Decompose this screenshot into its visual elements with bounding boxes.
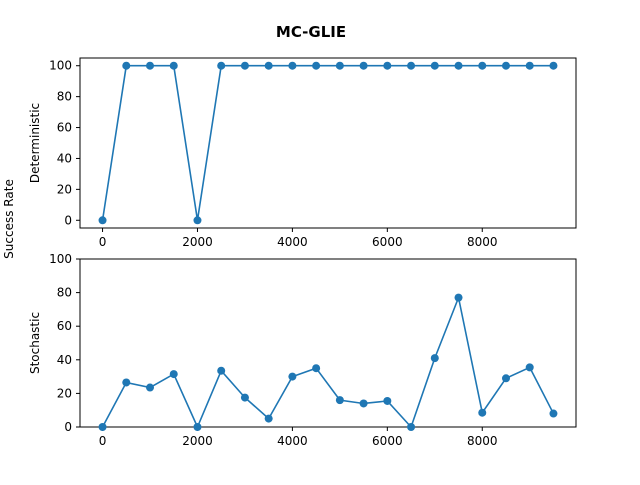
deterministic-data-point <box>454 61 463 70</box>
stochastic-data-point <box>501 374 510 383</box>
chart-title: MC-GLIE <box>276 23 346 41</box>
stochastic-data-point <box>217 366 226 375</box>
stochastic-data-point <box>169 370 178 379</box>
stochastic-data-point <box>549 409 558 418</box>
deterministic-y-tick-label: 40 <box>57 151 72 165</box>
deterministic-data-point <box>478 61 487 70</box>
stochastic-axes-frame <box>79 258 577 428</box>
stochastic-y-tick-label: 20 <box>57 386 72 400</box>
stochastic-y-tick-label: 0 <box>64 420 72 434</box>
deterministic-data-point <box>407 61 416 70</box>
deterministic-axes-frame <box>79 57 577 229</box>
deterministic-data-point <box>288 61 297 70</box>
stochastic-series-line <box>101 294 555 430</box>
deterministic-data-point <box>217 61 226 70</box>
deterministic-y-tick-label: 60 <box>57 121 72 135</box>
stochastic-data-point <box>193 423 202 431</box>
stochastic-y-tick-label: 80 <box>57 286 72 300</box>
deterministic-data-point <box>122 61 131 70</box>
stochastic-y-tick-label: 40 <box>57 353 72 367</box>
deterministic-data-point <box>359 61 368 70</box>
deterministic-x-tick-label: 4000 <box>277 235 308 249</box>
subplot-deterministic: 0 2000 4000 6000 8000 0 20 40 60 80 100 Determinist… <box>28 57 577 249</box>
deterministic-data-point <box>98 216 107 225</box>
stochastic-data-point <box>454 293 463 302</box>
deterministic-data-point <box>312 61 321 70</box>
deterministic-data-point <box>549 61 558 70</box>
stochastic-y-axis-label: Stochastic <box>28 312 42 374</box>
stochastic-data-point <box>312 364 321 373</box>
stochastic-data-point <box>430 354 439 363</box>
stochastic-x-tick-label: 6000 <box>372 434 403 448</box>
stochastic-y-tick-label: 60 <box>57 319 72 333</box>
stochastic-data-point <box>383 396 392 405</box>
deterministic-data-point <box>430 61 439 70</box>
deterministic-data-point <box>193 216 202 225</box>
deterministic-x-tick-label: 8000 <box>467 235 498 249</box>
stochastic-data-point <box>407 423 416 431</box>
stochastic-x-tick-label: 8000 <box>467 434 498 448</box>
stochastic-x-tick-label: 4000 <box>277 434 308 448</box>
stochastic-data-point <box>335 396 344 405</box>
stochastic-data-point <box>240 393 249 402</box>
deterministic-y-axis-label: Deterministic <box>28 103 42 183</box>
deterministic-y-tick-label: 100 <box>49 59 72 73</box>
deterministic-x-tick-label: 0 <box>99 235 107 249</box>
deterministic-x-tick-label: 6000 <box>372 235 403 249</box>
stochastic-data-point <box>146 383 155 392</box>
deterministic-data-point <box>169 61 178 70</box>
stochastic-data-point <box>359 399 368 408</box>
deterministic-data-point <box>383 61 392 70</box>
deterministic-data-point <box>501 61 510 70</box>
stochastic-data-point <box>525 363 534 372</box>
deterministic-x-tick-label: 2000 <box>182 235 213 249</box>
stochastic-data-point <box>288 372 297 381</box>
deterministic-data-point <box>335 61 344 70</box>
stochastic-data-point <box>478 408 487 417</box>
deterministic-series-line <box>101 64 554 221</box>
stochastic-data-point <box>122 378 131 387</box>
shared-y-axis-label: Success Rate <box>2 179 16 259</box>
stochastic-x-tick-label: 0 <box>99 434 107 448</box>
stochastic-y-tick-label: 100 <box>49 252 72 266</box>
subplot-stochastic: 0 2000 4000 6000 8000 0 20 40 60 80 100 Stochastic <box>28 252 577 448</box>
deterministic-y-tick-label: 0 <box>64 213 72 227</box>
deterministic-y-tick-label: 20 <box>57 182 72 196</box>
deterministic-data-point <box>264 61 273 70</box>
deterministic-data-point <box>240 61 249 70</box>
stochastic-x-tick-label: 2000 <box>182 434 213 448</box>
stochastic-data-point <box>264 414 273 423</box>
deterministic-data-point <box>146 61 155 70</box>
deterministic-data-point <box>525 61 534 70</box>
deterministic-y-tick-label: 80 <box>57 90 72 104</box>
stochastic-data-point <box>98 423 107 431</box>
